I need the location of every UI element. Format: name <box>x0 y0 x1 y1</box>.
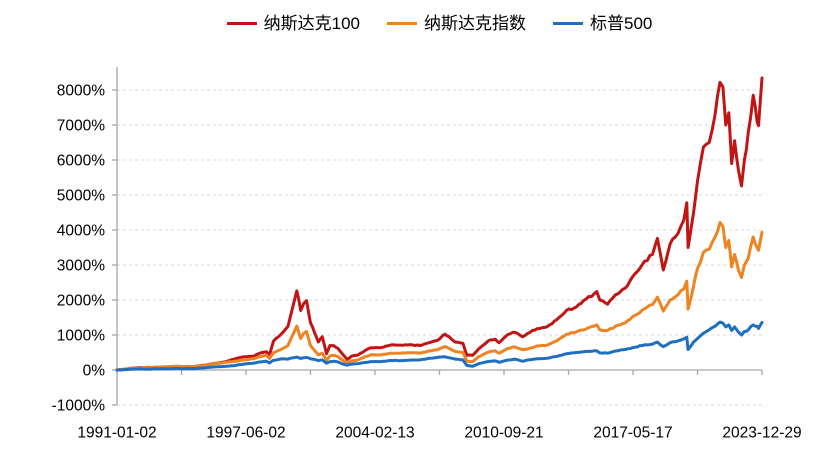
legend-item-nasdaq100: 纳斯达克100 <box>226 14 360 33</box>
legend-line-swatch-nasdaq-composite <box>387 22 417 25</box>
y-axis-tick-label: 6000% <box>57 153 105 170</box>
y-axis-tick-label: 3000% <box>57 258 105 275</box>
legend: 纳斯达克100 纳斯达克指数 标普500 <box>117 15 762 32</box>
legend-label-sp500: 标普500 <box>590 14 653 33</box>
legend-label-nasdaq-composite: 纳斯达克指数 <box>424 14 526 33</box>
x-axis-tick-label: 2004-02-13 <box>335 425 414 442</box>
y-axis-tick-label: 5000% <box>57 188 105 205</box>
legend-label-nasdaq100: 纳斯达克100 <box>263 14 360 33</box>
legend-line-swatch-nasdaq100 <box>226 22 257 25</box>
y-axis-tick-label: 2000% <box>57 293 105 310</box>
y-axis-tick-label: 0% <box>83 363 106 380</box>
legend-item-nasdaq-composite: 纳斯达克指数 <box>387 15 526 32</box>
legend-line-swatch-sp500 <box>553 22 583 25</box>
y-axis-tick-label: 7000% <box>57 118 105 135</box>
x-axis-tick-label: 2023-12-29 <box>722 425 801 442</box>
legend-item-sp500: 标普500 <box>553 15 652 32</box>
series-line-sp500 <box>115 320 764 372</box>
y-axis-tick-label: 8000% <box>57 83 105 100</box>
y-axis-tick-label: 4000% <box>57 223 105 240</box>
x-axis-tick-label: 2017-05-17 <box>593 425 672 442</box>
y-axis-tick-label: -1000% <box>52 398 106 415</box>
y-axis-tick-label: 1000% <box>57 328 105 345</box>
series-line-nasdaq100 <box>115 76 764 372</box>
x-axis-tick-label: 1991-01-02 <box>77 425 156 442</box>
x-axis-tick-label: 2010-09-21 <box>464 425 543 442</box>
x-axis-tick-label: 1997-06-02 <box>206 425 285 442</box>
series-line-nasdaq-composite <box>115 221 764 372</box>
